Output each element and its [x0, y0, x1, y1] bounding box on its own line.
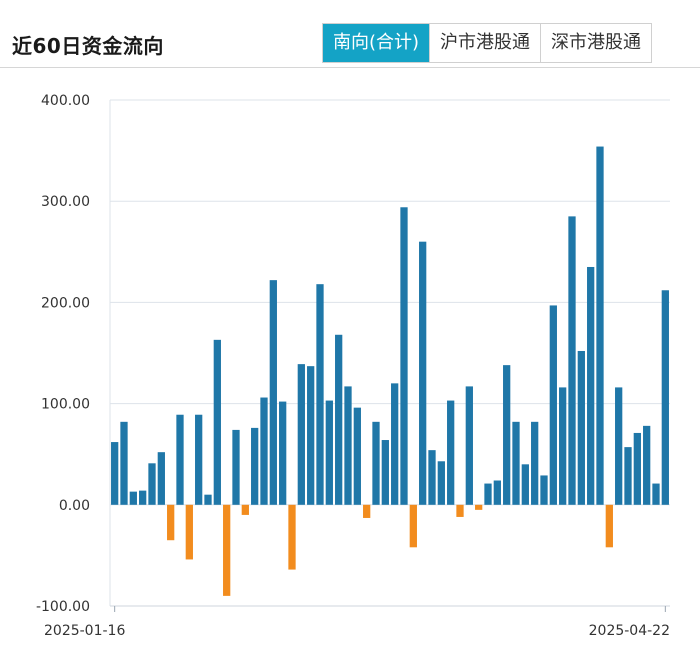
bar — [391, 383, 399, 505]
bar — [129, 491, 137, 505]
tab-southbound-total[interactable]: 南向(合计) — [323, 24, 430, 62]
bar — [456, 504, 464, 517]
header: 近60日资金流向 南向(合计) 沪市港股通 深市港股通 — [0, 0, 700, 68]
bar — [549, 305, 557, 505]
bar — [633, 432, 641, 505]
bar — [409, 504, 417, 548]
bar — [111, 442, 119, 505]
bar — [232, 429, 240, 505]
bar — [195, 414, 203, 505]
bar — [307, 366, 315, 505]
bar — [344, 386, 352, 505]
bar — [167, 504, 175, 541]
bar — [661, 290, 669, 505]
fund-flow-chart: 400.00 300.00 200.00 100.00 0.00 -100.00 2025… — [36, 93, 670, 639]
y-axis-ticks: 400.00 300.00 200.00 100.00 0.00 -100.00 — [36, 93, 90, 615]
bar — [521, 464, 529, 505]
bar — [559, 387, 567, 505]
bar — [241, 504, 249, 515]
bar — [484, 483, 492, 505]
bar — [596, 146, 604, 505]
bar — [288, 504, 296, 570]
bar — [204, 494, 212, 505]
bar — [568, 216, 576, 505]
bar — [223, 504, 231, 596]
x-tick-label-end: 2025-04-22 — [589, 623, 670, 639]
bar — [400, 207, 408, 505]
bar — [605, 504, 613, 548]
bar — [531, 421, 539, 505]
x-tick-label-start: 2025-01-16 — [44, 623, 125, 639]
bar — [615, 387, 623, 505]
bar — [372, 421, 380, 505]
y-tick-label: 100.00 — [41, 397, 90, 413]
bar — [540, 475, 548, 505]
bar — [185, 504, 193, 560]
y-tick-label: 300.00 — [41, 194, 90, 210]
bar — [419, 241, 427, 505]
bar — [176, 414, 184, 505]
tab-shanghai-connect[interactable]: 沪市港股通 — [429, 24, 541, 62]
bar — [475, 504, 483, 510]
bar — [643, 425, 651, 505]
bar — [157, 452, 165, 505]
bar — [381, 440, 389, 505]
y-tick-label: 0.00 — [59, 498, 90, 514]
tab-group: 南向(合计) 沪市港股通 深市港股通 — [322, 23, 653, 63]
x-axis: 2025-01-16 2025-04-22 — [44, 605, 670, 639]
bar — [428, 450, 436, 505]
bar-series — [111, 146, 669, 596]
bar — [512, 421, 520, 505]
bar — [447, 400, 455, 505]
bar — [437, 461, 445, 505]
bar — [213, 339, 221, 505]
bar — [335, 334, 343, 505]
bar — [139, 490, 147, 505]
bar — [297, 364, 305, 505]
grid-lines — [109, 99, 670, 607]
bar — [120, 421, 128, 505]
bar — [269, 280, 277, 505]
bar — [251, 427, 259, 505]
bar — [493, 480, 501, 505]
bar — [325, 400, 333, 505]
bar — [577, 350, 585, 505]
bar — [465, 386, 473, 505]
bar — [363, 504, 371, 518]
bar — [260, 397, 268, 505]
bar — [652, 483, 660, 505]
bar — [316, 284, 324, 505]
tab-shenzhen-connect[interactable]: 深市港股通 — [540, 24, 652, 62]
bar — [148, 463, 156, 505]
bar — [587, 266, 595, 505]
y-tick-label: 400.00 — [41, 93, 90, 109]
bar — [503, 365, 511, 505]
bar — [279, 401, 287, 505]
bar — [353, 407, 361, 505]
bar — [624, 447, 632, 505]
y-tick-label: -100.00 — [36, 599, 90, 615]
page-title: 近60日资金流向 — [12, 34, 164, 58]
y-tick-label: 200.00 — [41, 295, 90, 311]
